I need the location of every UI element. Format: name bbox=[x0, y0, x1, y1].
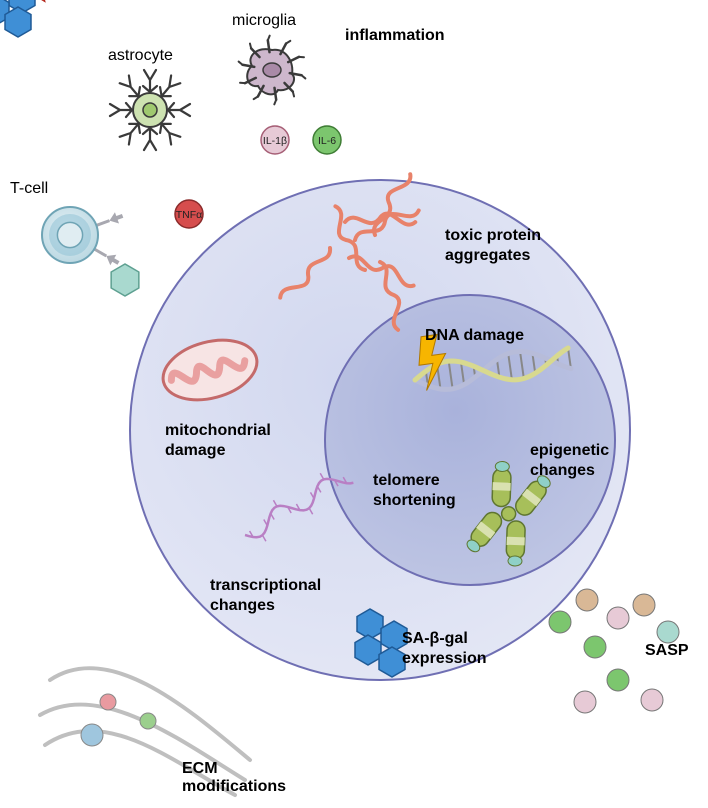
label-inflammation: inflammation bbox=[345, 27, 445, 44]
sasp-dot bbox=[657, 621, 679, 643]
sasp-dot bbox=[549, 611, 571, 633]
label-tcell: T-cell bbox=[10, 180, 48, 197]
sasp-dot bbox=[607, 669, 629, 691]
sasp-dot bbox=[576, 589, 598, 611]
tcell-icon bbox=[42, 207, 125, 268]
microglia-icon bbox=[239, 36, 306, 105]
cytokine-il6: IL-6 bbox=[313, 126, 341, 154]
label-astrocyte: astrocyte bbox=[108, 47, 173, 64]
label-sabg2: expression bbox=[402, 650, 486, 667]
svg-text:IL-1β: IL-1β bbox=[263, 135, 287, 147]
svg-text:IL-6: IL-6 bbox=[318, 135, 336, 147]
label-ecm2: modifications bbox=[182, 778, 286, 795]
astrocyte-icon bbox=[110, 70, 190, 150]
cytokine-tnfa: TNFα bbox=[175, 200, 203, 228]
label-toxic1: toxic protein bbox=[445, 227, 541, 244]
sasp-dot bbox=[641, 689, 663, 711]
sasp-dot bbox=[584, 636, 606, 658]
label-trans1: transcriptional bbox=[210, 577, 321, 594]
label-telo2: shortening bbox=[373, 492, 456, 509]
label-trans2: changes bbox=[210, 597, 275, 614]
label-dna: DNA damage bbox=[425, 327, 524, 344]
cytokine-il1b: IL-1β bbox=[261, 126, 289, 154]
label-telo1: telomere bbox=[373, 472, 440, 489]
label-microglia: microglia bbox=[232, 12, 296, 29]
svg-text:TNFα: TNFα bbox=[176, 209, 202, 221]
label-toxic2: aggregates bbox=[445, 247, 530, 264]
sasp-dot bbox=[574, 691, 596, 713]
label-mito2: damage bbox=[165, 442, 226, 459]
sasp-dot bbox=[633, 594, 655, 616]
label-sasp: SASP bbox=[645, 642, 689, 659]
label-epi1: epigenetic bbox=[530, 442, 609, 459]
label-mito1: mitochondrial bbox=[165, 422, 271, 439]
ecm-icon bbox=[40, 668, 250, 795]
label-sabg1: SA-β-gal bbox=[402, 630, 468, 647]
label-ecm1: ECM bbox=[182, 760, 218, 777]
label-epi2: changes bbox=[530, 462, 595, 479]
sasp-dot bbox=[607, 607, 629, 629]
